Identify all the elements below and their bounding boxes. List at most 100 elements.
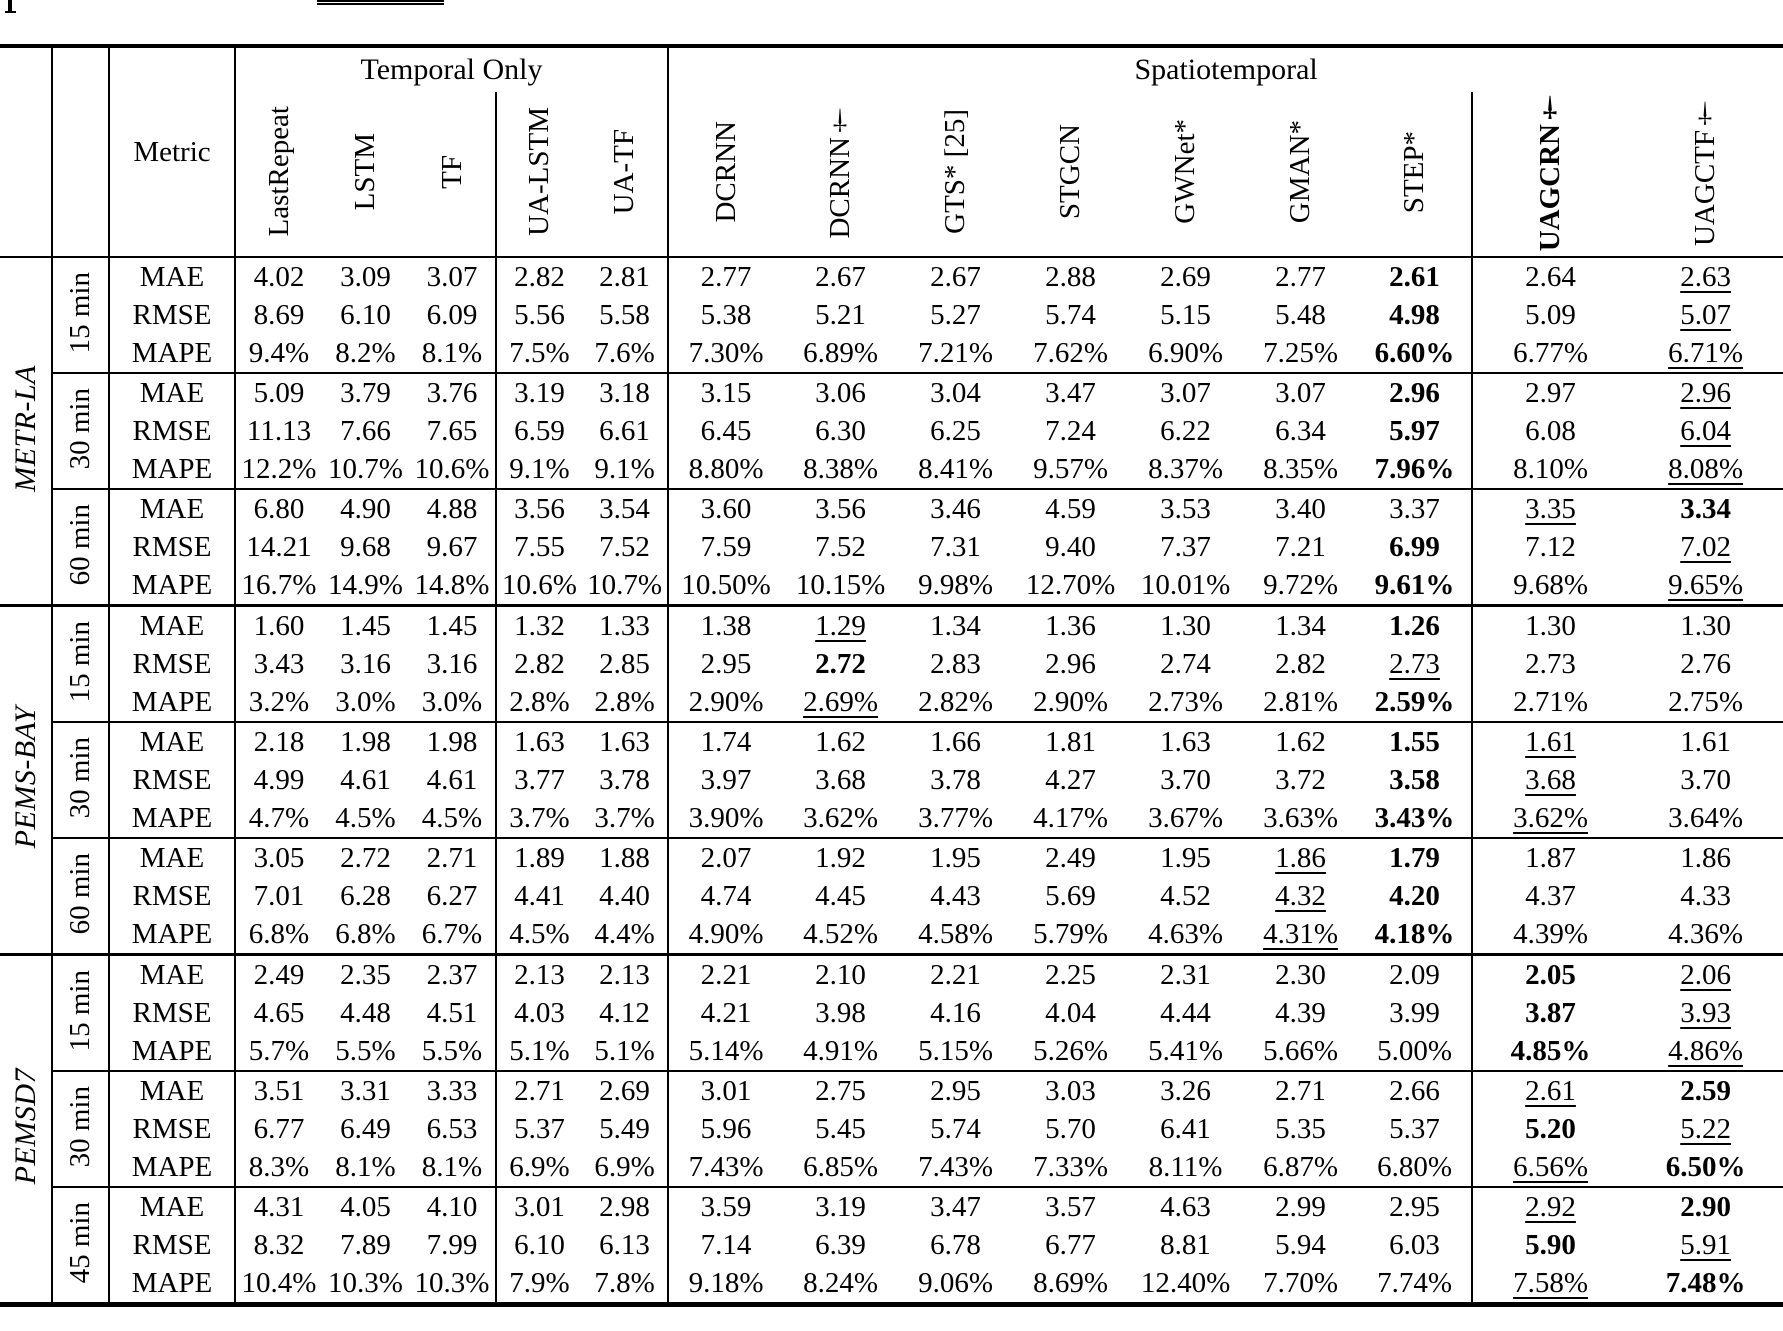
value-cell: 2.49 [234, 954, 322, 995]
value-cell: 2.75 [815, 1074, 866, 1107]
value-cell: 4.59 [1045, 492, 1096, 525]
value-cell: 2.82 [1275, 647, 1326, 680]
value-cell: 2.21 [667, 954, 784, 995]
value-cell: 7.01 [234, 877, 322, 916]
value-cell: 6.99 [1389, 530, 1440, 563]
value-cell: 1.87 [1471, 838, 1629, 878]
value-cell: 6.61 [599, 414, 650, 447]
value-cell: 5.45 [815, 1112, 866, 1145]
value-cell: 3.62% [783, 799, 899, 840]
table-row: PEMSD7 15 min MAE 2.49 2.35 2.37 2.13 2.13 2.21 2… [0, 954, 1783, 1307]
value-cell: 7.31 [930, 530, 981, 563]
col-header-gman: GMAN* [1243, 92, 1359, 259]
value-cell: 6.89% [783, 334, 899, 375]
value-cell: 3.76 [426, 376, 478, 409]
value-cell: 3.06 [815, 376, 866, 409]
value-cell: 3.77 [495, 761, 582, 800]
value-cell: 12.70% [1013, 566, 1129, 608]
value-cell: 6.77% [1471, 334, 1629, 375]
col-header-uagcrn: UAGCRN† [1471, 92, 1629, 259]
value-cell: 10.6% [409, 450, 496, 491]
horizon-label-15-min: 15 min [51, 954, 109, 1073]
value-cell: 6.71% [1628, 334, 1783, 375]
value-cell: 6.08 [1471, 412, 1629, 451]
value-cell: 6.04 [1680, 414, 1731, 447]
value-cell: 4.32 [1275, 879, 1326, 912]
value-cell: 4.5% [322, 799, 409, 840]
value-cell: 2.73 [1389, 647, 1440, 680]
value-cell: 2.35 [340, 958, 391, 991]
value-cell: 2.95 [930, 1074, 981, 1107]
value-cell: 2.81% [1243, 683, 1359, 724]
value-cell: 3.40 [1275, 492, 1326, 525]
results-table: Metric Temporal Only Spatiotemporal Last… [0, 44, 1783, 1308]
value-cell: 5.37 [1389, 1112, 1440, 1145]
value-cell: 1.34 [1275, 609, 1326, 642]
table-row: MAPE 6.8% 6.8% 6.7% 4.5% 4.4% 4.90% 4.52% 4.58% 5… [0, 915, 1783, 957]
value-cell: 3.15 [667, 373, 784, 413]
value-cell: 4.63% [1128, 915, 1244, 957]
value-cell: 7.21 [1275, 530, 1326, 563]
value-cell: 3.07 [426, 260, 478, 293]
value-cell: 2.81 [599, 260, 650, 293]
value-cell: 2.59 [1680, 1074, 1731, 1107]
value-cell: 1.62 [815, 725, 866, 758]
value-cell: 5.20 [1471, 1110, 1629, 1149]
value-cell: 6.22 [1160, 414, 1211, 447]
value-cell: 6.77 [234, 1110, 322, 1149]
value-cell: 4.31% [1243, 915, 1359, 957]
value-cell: 4.86% [1628, 1032, 1783, 1073]
value-cell: 4.99 [234, 761, 322, 800]
col-header-tf: TF [409, 92, 496, 259]
value-cell: 7.62% [1013, 334, 1129, 375]
value-cell: 6.09 [426, 298, 478, 331]
value-cell: 2.96 [1045, 647, 1096, 680]
table-row: 45 min MAE 4.31 4.05 4.10 3.01 2.98 3.59 3.19 3.4… [0, 1187, 1783, 1307]
value-cell: 3.7% [582, 799, 669, 840]
value-cell: 14.21 [234, 528, 322, 567]
value-cell: 7.21% [898, 334, 1014, 375]
value-cell: 3.05 [234, 838, 322, 878]
value-cell: 4.37 [1471, 877, 1629, 916]
value-cell: 5.07 [1680, 298, 1731, 331]
col-header-ua-tf: UA-TF [582, 92, 669, 259]
value-cell: 6.90% [1128, 334, 1244, 375]
value-cell: 3.77% [898, 799, 1014, 840]
value-cell: 7.66 [340, 414, 391, 447]
value-cell: 5.41% [1128, 1032, 1244, 1073]
value-cell: 3.31 [340, 1074, 391, 1107]
value-cell: 10.4% [234, 1264, 322, 1307]
value-cell: 6.13 [599, 1228, 650, 1261]
value-cell: 2.83 [930, 647, 981, 680]
value-cell: 9.61% [1358, 566, 1473, 608]
metric-label: RMSE [108, 994, 235, 1033]
value-cell: 4.16 [930, 996, 981, 1029]
value-cell: 3.47 [930, 1190, 981, 1223]
value-cell: 2.30 [1275, 958, 1326, 991]
value-cell: 4.20 [1389, 879, 1440, 912]
value-cell: 8.2% [322, 334, 409, 375]
value-cell: 3.67% [1128, 799, 1244, 840]
metric-label: MAPE [108, 1148, 235, 1189]
col-header-stgcn: STGCN [1013, 92, 1129, 259]
value-cell: 2.07 [667, 838, 784, 878]
value-cell: 3.87 [1471, 994, 1629, 1033]
value-cell: 1.30 [1680, 609, 1731, 642]
value-cell: 5.70 [1045, 1112, 1096, 1145]
value-cell: 1.62 [1275, 725, 1326, 758]
value-cell: 2.82 [495, 257, 582, 297]
value-cell: 3.78 [930, 763, 981, 796]
value-cell: 2.49 [1045, 841, 1096, 874]
value-cell: 7.9% [495, 1264, 582, 1307]
value-cell: 3.90% [667, 799, 784, 840]
value-cell: 6.41 [1160, 1112, 1211, 1145]
value-cell: 9.57% [1013, 450, 1129, 491]
metric-label: RMSE [108, 645, 235, 684]
value-cell: 2.06 [1680, 958, 1731, 991]
table-row: 30 min MAE 5.09 3.79 3.76 3.19 3.18 3.15 3.06 3.0… [0, 373, 1783, 491]
value-cell: 2.05 [1471, 954, 1629, 995]
value-cell: 3.56 [495, 489, 582, 529]
value-cell: 2.72 [815, 647, 866, 680]
metric-label: RMSE [108, 1110, 235, 1149]
value-cell: 2.37 [426, 958, 478, 991]
